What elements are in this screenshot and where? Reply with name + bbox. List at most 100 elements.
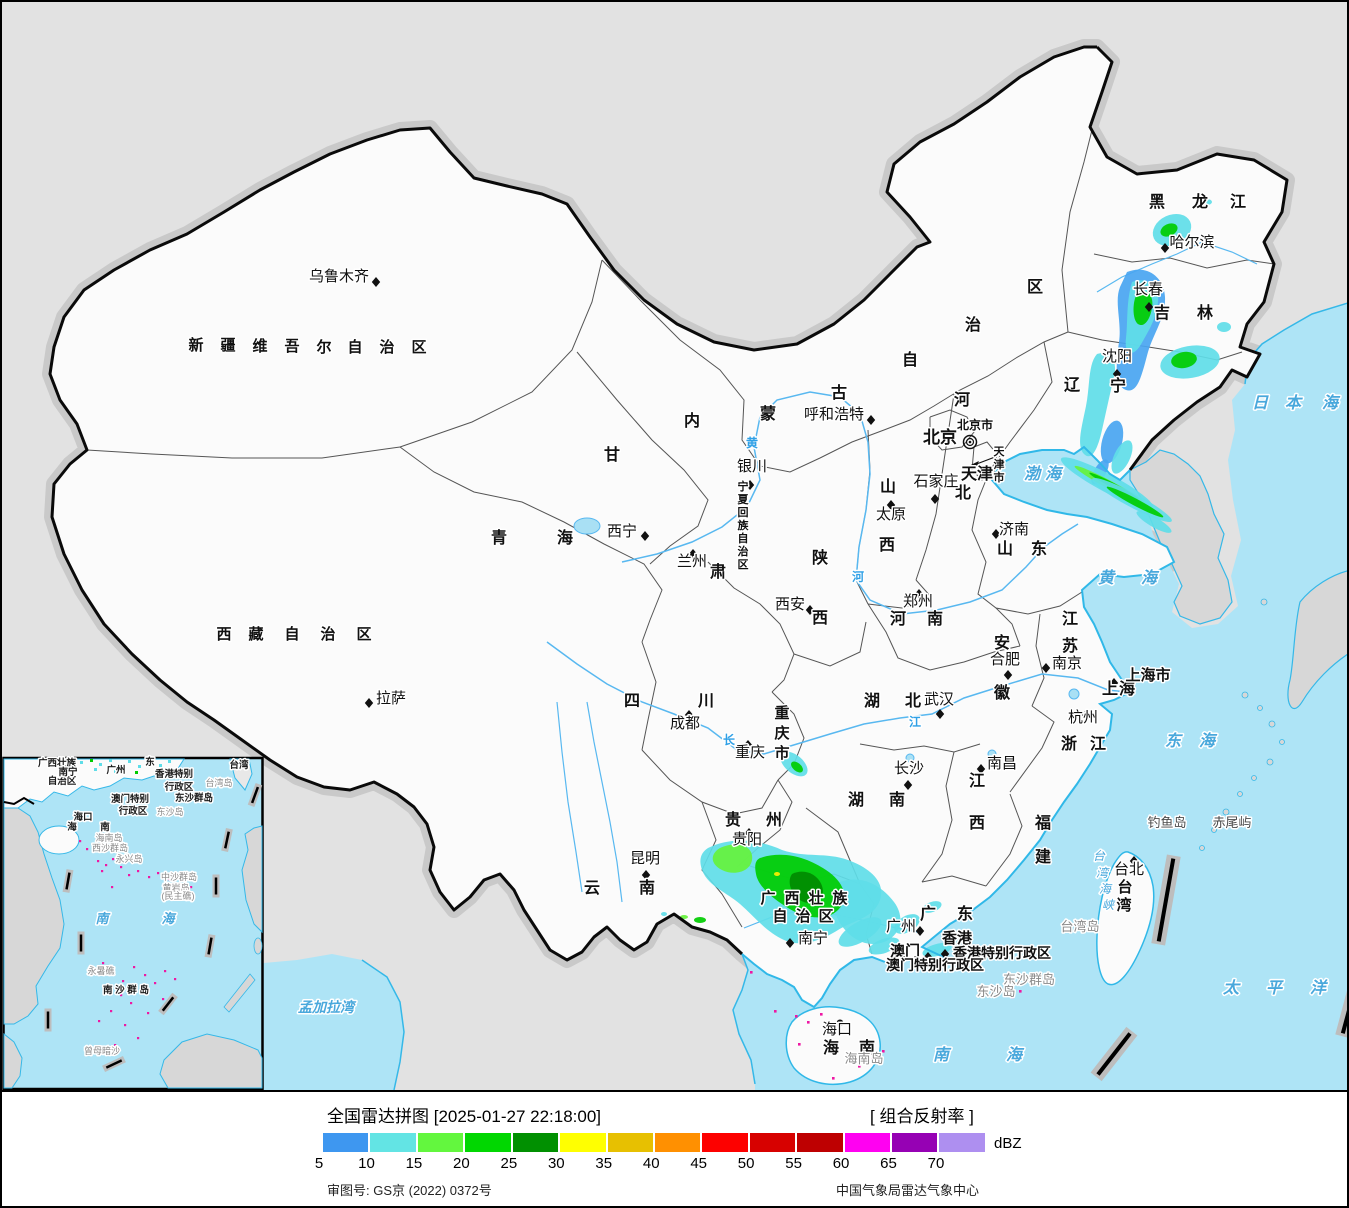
colorbar-tick: 50: [737, 1155, 755, 1172]
boundary-dash: [102, 1055, 126, 1073]
map-label: 自: [284, 625, 299, 643]
map-label: 治: [795, 907, 810, 925]
map-label: 北京市: [957, 417, 993, 432]
map-label: 自: [902, 350, 918, 369]
map-label: 自治区: [48, 775, 77, 787]
map-label: 青: [491, 528, 507, 547]
city-marker: [745, 480, 755, 490]
map-label: 广西壮族: [38, 757, 77, 769]
map-label: 本: [1285, 394, 1303, 412]
city-marker: [1112, 369, 1122, 379]
island-dot: [144, 974, 147, 977]
radar-echo: [138, 765, 141, 768]
island-dot: [858, 1065, 861, 1068]
map-label: 南宁: [58, 766, 78, 778]
map-label: 湾: [1096, 866, 1110, 880]
island-dot: [177, 874, 180, 877]
island-dot: [162, 998, 165, 1001]
map-title: 全国雷达拼图 [2025-01-27 22:18:00]: [327, 1107, 602, 1126]
map-label: 曾母暗沙: [84, 1045, 120, 1056]
map-label: 区: [818, 908, 833, 925]
product-label: [ 组合反射率 ]: [870, 1107, 974, 1126]
ryukyu-islands: [1199, 598, 1285, 851]
boundary-dash: [247, 782, 263, 808]
map-label: 辽: [1064, 376, 1081, 394]
city-marker: [364, 698, 374, 708]
taiwan-island: [1096, 851, 1155, 986]
japan-land: [1287, 570, 1347, 710]
colorbar: [323, 1133, 985, 1152]
colorbar-tick: 25: [500, 1155, 518, 1172]
map-label: 自: [347, 338, 362, 356]
map-label: 重庆: [735, 744, 765, 761]
colorbar-tick: 45: [690, 1155, 708, 1172]
boundary-dash: [62, 869, 74, 893]
city-marker: [641, 870, 651, 880]
inset-palawan: [223, 973, 256, 1013]
city-marker: [930, 494, 940, 504]
island-dot: [133, 966, 136, 969]
colorbar-tick: 70: [927, 1155, 945, 1172]
radar-echo: [1171, 351, 1197, 369]
map-legend-divider: [2, 1090, 1347, 1092]
map-graphic: [224, 831, 230, 849]
city-marker: [1144, 302, 1154, 312]
island-dot: [882, 1050, 885, 1053]
map-label: 洋: [1310, 979, 1328, 997]
radar-echo: [868, 937, 900, 955]
colorbar-swatch: [654, 1133, 701, 1152]
map-label: 治: [965, 315, 981, 334]
map-label: 太原: [876, 506, 906, 523]
island-dot: [168, 878, 171, 881]
colorbar-swatch: [370, 1133, 416, 1152]
map-label: (民主礁): [162, 890, 195, 901]
map-label: 黄: [1098, 569, 1116, 587]
island-dot: [112, 858, 115, 861]
city-marker: [805, 605, 815, 615]
map-label: 夏: [738, 493, 750, 506]
map-label: 海口: [73, 811, 92, 823]
map-label: 西沙群岛: [92, 842, 128, 853]
radar-echo: [1111, 440, 1133, 474]
city-marker: [991, 529, 1001, 539]
map-label: 杭州: [1068, 709, 1098, 726]
map-label: 台湾岛: [1060, 919, 1099, 934]
island-dot: [1019, 990, 1022, 993]
island-dot: [110, 1010, 113, 1013]
map-label: 澳门特别: [111, 793, 149, 805]
map-label: 长沙: [894, 760, 924, 777]
radar-echo: [789, 871, 823, 904]
map-label: 北: [955, 484, 971, 502]
city-marker: [915, 926, 925, 936]
colorbar-tick: 35: [595, 1155, 613, 1172]
city-marker: [836, 1019, 844, 1027]
map-label: 中沙群岛: [161, 871, 197, 882]
map-label: 南 沙 群 岛: [103, 984, 149, 996]
colorbar-tick: 40: [642, 1155, 660, 1172]
city-marker: [744, 828, 754, 838]
map-label: 族: [832, 889, 848, 907]
map-label: 长: [723, 732, 736, 747]
map-label: 治: [738, 544, 749, 558]
map-label: 州: [765, 811, 782, 829]
map-label: 南: [927, 609, 943, 628]
map-label: 蒙: [760, 404, 776, 423]
boundary-dash: [221, 828, 233, 852]
map-label: 台: [1093, 849, 1106, 863]
map-label: 川: [697, 693, 714, 710]
myanmar-coastline: [361, 959, 405, 1091]
island-dot: [807, 1021, 810, 1024]
map-label: 市: [994, 470, 1005, 484]
map-label: 海: [1119, 679, 1135, 698]
map-label: 海南岛: [95, 832, 122, 843]
map-label: 黄岩岛: [162, 882, 189, 893]
island-dot: [798, 1043, 801, 1046]
map-label: 香港特别行政区: [952, 945, 1051, 961]
map-label: 徽: [993, 683, 1011, 702]
map-label: 海: [1045, 465, 1064, 483]
map-label: 宁: [738, 479, 749, 493]
radar-echo: [922, 901, 942, 913]
city-marker: [1109, 678, 1119, 688]
china-coastline: [741, 445, 1176, 1009]
city-marker: [935, 709, 945, 719]
